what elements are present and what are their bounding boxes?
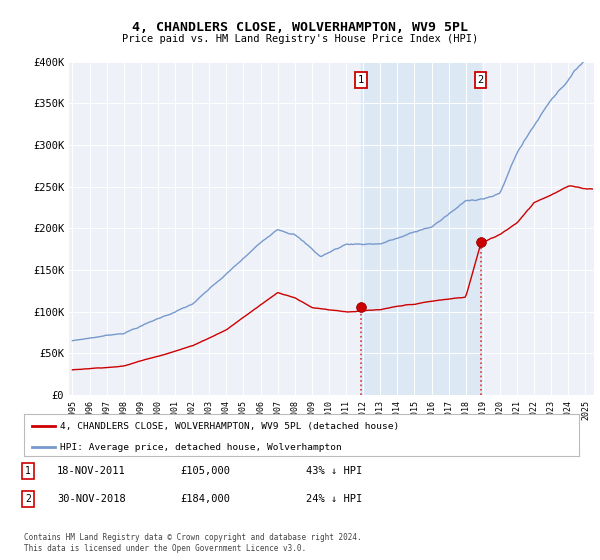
Text: 1: 1 bbox=[25, 466, 31, 476]
Text: 30-NOV-2018: 30-NOV-2018 bbox=[57, 494, 126, 504]
Text: 1: 1 bbox=[358, 75, 364, 85]
Point bbox=[356, 303, 366, 312]
Text: Price paid vs. HM Land Registry's House Price Index (HPI): Price paid vs. HM Land Registry's House … bbox=[122, 34, 478, 44]
Bar bbox=[361, 62, 481, 395]
Point bbox=[476, 237, 485, 246]
Text: 18-NOV-2011: 18-NOV-2011 bbox=[57, 466, 126, 476]
Text: Contains HM Land Registry data © Crown copyright and database right 2024.
This d: Contains HM Land Registry data © Crown c… bbox=[24, 533, 362, 553]
Text: 2: 2 bbox=[25, 494, 31, 504]
Text: HPI: Average price, detached house, Wolverhampton: HPI: Average price, detached house, Wolv… bbox=[60, 442, 342, 452]
Text: 2: 2 bbox=[478, 75, 484, 85]
Text: £105,000: £105,000 bbox=[180, 466, 230, 476]
Text: 24% ↓ HPI: 24% ↓ HPI bbox=[306, 494, 362, 504]
Text: 4, CHANDLERS CLOSE, WOLVERHAMPTON, WV9 5PL: 4, CHANDLERS CLOSE, WOLVERHAMPTON, WV9 5… bbox=[132, 21, 468, 34]
Text: £184,000: £184,000 bbox=[180, 494, 230, 504]
Text: 43% ↓ HPI: 43% ↓ HPI bbox=[306, 466, 362, 476]
Text: 4, CHANDLERS CLOSE, WOLVERHAMPTON, WV9 5PL (detached house): 4, CHANDLERS CLOSE, WOLVERHAMPTON, WV9 5… bbox=[60, 422, 400, 431]
